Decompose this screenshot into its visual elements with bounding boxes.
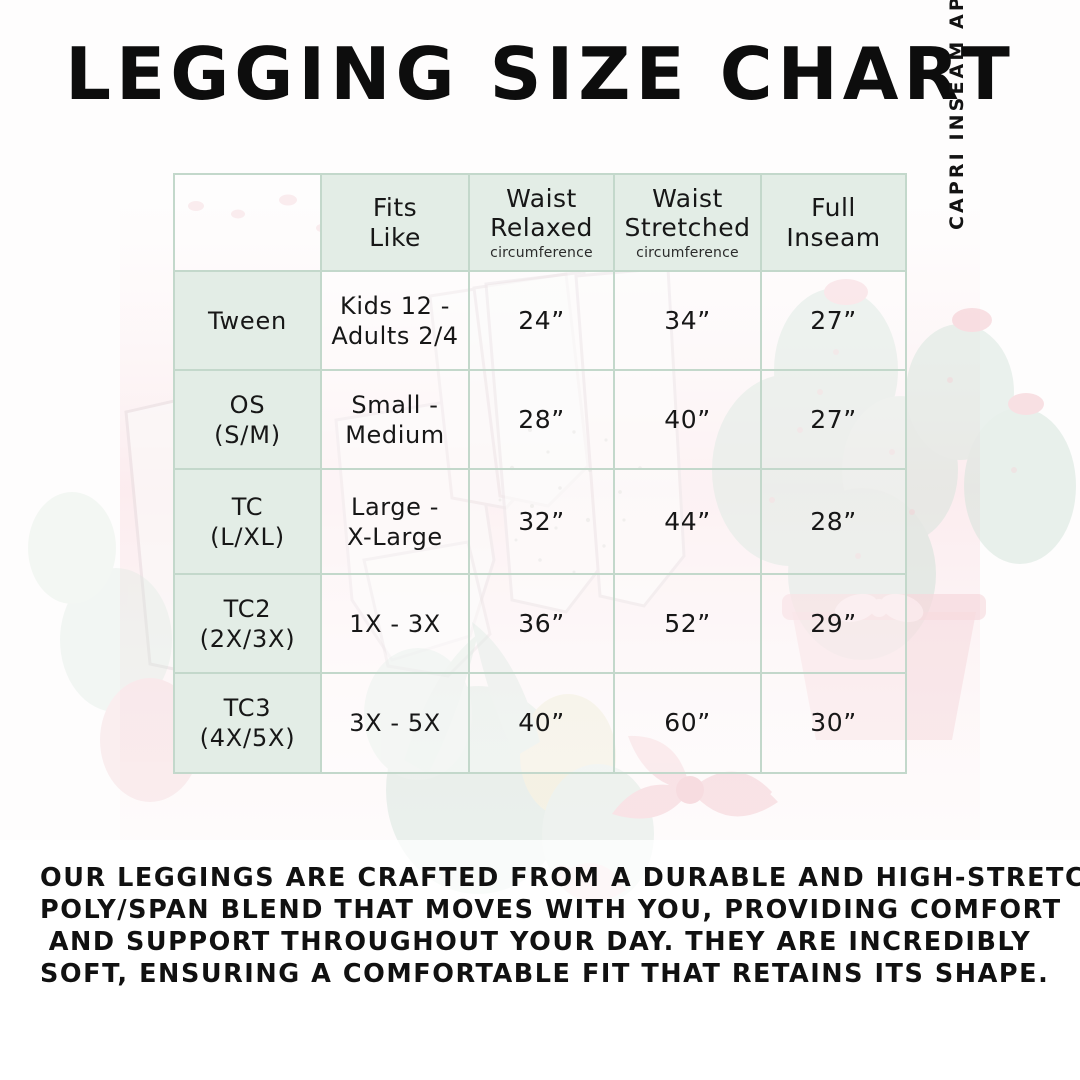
cell-waist-stretched: 40” <box>613 369 762 470</box>
cell-full-inseam: 29” <box>760 573 907 674</box>
table-row: OS (S/M) Small - Medium 28” 40” 27” <box>173 369 907 470</box>
cell-fits-like: 1X - 3X <box>320 573 470 674</box>
header-line-2: Stretched <box>624 213 751 243</box>
header-line-2: Like <box>369 222 421 252</box>
header-line-1: Waist <box>506 183 577 213</box>
size-line-1: TC <box>231 492 264 521</box>
row-size-label: Tween <box>173 270 322 371</box>
cell-fits-like: Small - Medium <box>320 369 470 470</box>
fits-line-1: Small - <box>351 390 439 419</box>
size-chart-table: Fits Like Waist Relaxed circumference Wa… <box>173 173 907 774</box>
cell-waist-relaxed: 24” <box>468 270 615 371</box>
column-header-waist-relaxed: Waist Relaxed circumference <box>468 173 615 272</box>
header-line-1: Full <box>811 193 856 222</box>
fits-line-1: 3X - 5X <box>349 709 441 737</box>
column-header-waist-stretched: Waist Stretched circumference <box>613 173 762 272</box>
fits-line-2: X-Large <box>347 522 443 551</box>
description-line-2: POLY/SPAN BLEND THAT MOVES WITH YOU, PRO… <box>40 895 1062 925</box>
description-line-3: AND SUPPORT THROUGHOUT YOUR DAY. THEY AR… <box>48 927 1032 957</box>
row-size-label: OS (S/M) <box>173 369 322 470</box>
cell-fits-like: 3X - 5X <box>320 672 470 774</box>
table-row: TC (L/XL) Large - X-Large 32” 44” 28” <box>173 468 907 575</box>
table-row: Tween Kids 12 - Adults 2/4 24” 34” 27” <box>173 270 907 371</box>
cell-full-inseam: 27” <box>760 270 907 371</box>
size-line-1: TC2 <box>223 594 272 623</box>
header-subtext: circumference <box>490 244 593 261</box>
table-row: TC2 (2X/3X) 1X - 3X 36” 52” 29” <box>173 573 907 674</box>
cell-waist-relaxed: 28” <box>468 369 615 470</box>
size-line-2: (L/XL) <box>210 522 285 551</box>
cell-fits-like: Kids 12 - Adults 2/4 <box>320 270 470 371</box>
cell-waist-relaxed: 32” <box>468 468 615 575</box>
header-subtext: circumference <box>636 244 739 261</box>
size-line-1: Tween <box>207 306 288 335</box>
cell-fits-like: Large - X-Large <box>320 468 470 575</box>
size-line-2: (S/M) <box>214 420 281 449</box>
cell-waist-stretched: 60” <box>613 672 762 774</box>
cell-waist-relaxed: 36” <box>468 573 615 674</box>
cell-waist-stretched: 44” <box>613 468 762 575</box>
description-line-1: OUR LEGGINGS ARE CRAFTED FROM A DURABLE … <box>40 863 1080 893</box>
size-line-2: (2X/3X) <box>199 624 296 653</box>
size-line-1: OS <box>229 390 266 419</box>
page-title: LEGGING SIZE CHART <box>65 32 1015 116</box>
cell-waist-relaxed: 40” <box>468 672 615 774</box>
fits-line-2: Adults 2/4 <box>331 321 459 350</box>
column-header-fits-like: Fits Like <box>320 173 470 272</box>
cell-waist-stretched: 34” <box>613 270 762 371</box>
fits-line-1: Kids 12 - <box>339 291 450 320</box>
cell-full-inseam: 27” <box>760 369 907 470</box>
header-line-1: Waist <box>652 183 723 213</box>
fits-line-2: Medium <box>345 420 445 449</box>
capri-inseam-note: CAPRI INSEAM APPROX 8 INCHES SHORTER <box>940 0 974 230</box>
fits-line-1: 1X - 3X <box>349 609 441 638</box>
table-corner-cell <box>173 173 322 272</box>
row-size-label: TC3 (4X/5X) <box>173 672 322 774</box>
header-line-1: Fits <box>372 193 418 222</box>
cell-full-inseam: 30” <box>760 672 907 774</box>
header-line-2: Relaxed <box>490 213 593 243</box>
cell-waist-stretched: 52” <box>613 573 762 674</box>
product-description: OUR LEGGINGS ARE CRAFTED FROM A DURABLE … <box>40 862 1080 990</box>
header-line-2: Inseam <box>786 222 881 252</box>
table-row: TC3 (4X/5X) 3X - 5X 40” 60” 30” <box>173 672 907 774</box>
fits-line-1: Large - <box>350 492 439 521</box>
size-line-1: TC3 <box>223 694 272 722</box>
table-header-row: Fits Like Waist Relaxed circumference Wa… <box>173 173 907 272</box>
row-size-label: TC (L/XL) <box>173 468 322 575</box>
description-line-4: SOFT, ENSURING A COMFORTABLE FIT THAT RE… <box>40 959 1050 989</box>
row-size-label: TC2 (2X/3X) <box>173 573 322 674</box>
cell-full-inseam: 28” <box>760 468 907 575</box>
column-header-full-inseam: Full Inseam <box>760 173 907 272</box>
size-line-2: (4X/5X) <box>199 724 296 752</box>
